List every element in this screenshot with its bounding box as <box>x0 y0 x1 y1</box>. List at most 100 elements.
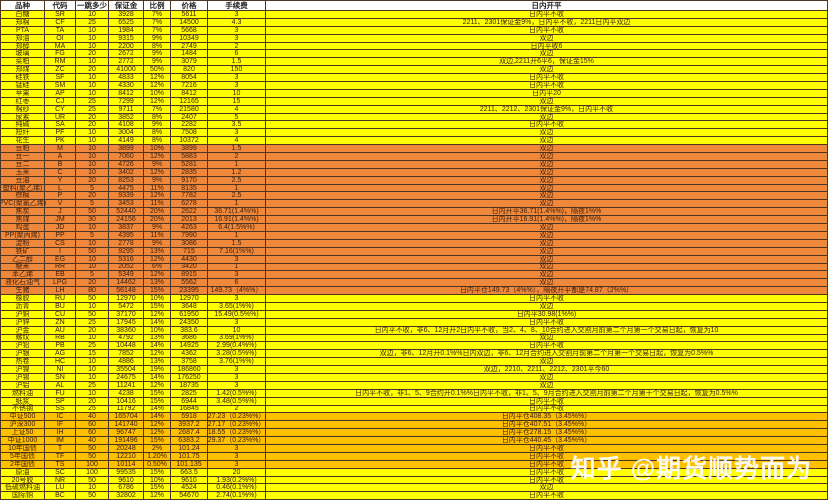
column-header-fee: 手续费 <box>208 1 266 11</box>
cell-code: SP <box>45 397 76 406</box>
cell-margin: 9711 <box>109 105 144 114</box>
cell-tick: 25 <box>76 381 109 390</box>
table-row: 尿素 UR 20 3852 8% 2407 5 双边 <box>1 113 828 122</box>
cell-code: LH <box>45 287 76 296</box>
cell-ratio: 10% <box>144 145 171 154</box>
cell-price: 663.5 <box>171 468 208 477</box>
cell-margin: 41000 <box>109 66 144 75</box>
cell-name: 上证50 <box>1 429 45 438</box>
cell-code: LPG <box>45 279 76 288</box>
cell-code: TS <box>45 460 76 469</box>
cell-note: 日内平仓149.73（4%%），隔夜开平都是74.87（2%%） <box>266 287 828 296</box>
cell-code: PP <box>45 231 76 240</box>
cell-price: 3937.2 <box>171 421 208 430</box>
cell-margin: 4792 <box>109 334 144 343</box>
cell-ratio: 9% <box>144 50 171 59</box>
cell-margin: 9339 <box>109 192 144 201</box>
cell-margin: 6525 <box>109 18 144 27</box>
cell-ratio: 15% <box>144 484 171 493</box>
cell-note: 双边 <box>266 239 828 248</box>
table-row: 沥青 BU 10 5472 15% 3648 3.65(1%%) 双边 <box>1 302 828 311</box>
cell-ratio: 12% <box>144 421 171 430</box>
cell-margin: 4238 <box>109 389 144 398</box>
table-row: 2年国债 TS 100 10114 0.50% 101.135 3 日内平不收 <box>1 460 828 469</box>
cell-margin: 96747 <box>109 429 144 438</box>
cell-tick: 50 <box>76 452 109 461</box>
cell-note: 日内平不收 <box>266 295 828 303</box>
column-header-variety: 品种 <box>1 1 45 11</box>
cell-fee: 150 <box>208 66 266 75</box>
cell-name: 苯乙烯 <box>1 271 45 280</box>
cell-price: 176250 <box>171 373 208 382</box>
cell-margin: 7060 <box>109 153 144 161</box>
cell-ratio: 7% <box>144 105 171 114</box>
cell-code: Y <box>45 176 76 185</box>
cell-price: 3899 <box>171 145 208 154</box>
cell-name: 粳米 <box>1 263 45 272</box>
cell-margin: 12210 <box>109 452 144 461</box>
cell-price: 7216 <box>171 82 208 90</box>
cell-fee: 3 <box>208 295 266 303</box>
table-row: 粳米 RR 10 2052 6% 3420 1 双边 <box>1 263 828 272</box>
cell-tick: 10 <box>76 74 109 83</box>
table-row: 花生 PK 10 4149 8% 10372 4 双边 <box>1 137 828 146</box>
cell-code: SS <box>45 405 76 414</box>
cell-tick: 20 <box>76 50 109 59</box>
cell-tick: 50 <box>76 247 109 256</box>
cell-margin: 17945 <box>109 318 144 327</box>
table-row: 沪锡 SN 10 24675 14% 176250 3 双边 <box>1 373 828 382</box>
column-header-margin: 保证金 <box>109 1 144 11</box>
cell-price: 24350 <box>171 318 208 327</box>
cell-code: J <box>45 208 76 217</box>
cell-note: 双边 <box>266 168 828 177</box>
cell-margin: 99535 <box>109 468 144 477</box>
cell-tick: 10 <box>76 358 109 367</box>
table-row: 低硫燃料油 LU 10 6786 15% 4524 0.46(0.1%%) 双边 <box>1 484 828 493</box>
cell-fee: 3 <box>208 74 266 83</box>
table-row: 豆一 A 10 7060 12% 5883 2 双边 <box>1 153 828 161</box>
cell-tick: 10 <box>76 224 109 232</box>
cell-ratio: 9% <box>144 160 171 169</box>
cell-note: 双边，非6、12月开0.1%%日内双边，非6、12月合约进入交割月前第二个月第一… <box>266 350 828 359</box>
cell-fee: 6.4(1.5%%) <box>208 224 266 232</box>
cell-margin: 5472 <box>109 302 144 311</box>
cell-price: 186860 <box>171 366 208 374</box>
cell-code: PF <box>45 129 76 138</box>
table-row: 棉纱 CY 25 9711 7% 21580 4 2211、2212、2301保证金9%，日内… <box>1 105 828 114</box>
cell-code: TA <box>45 26 76 35</box>
cell-margin: 12970 <box>109 295 144 303</box>
cell-fee: 2.74(0.1%%) <box>208 492 266 500</box>
cell-ratio: 15% <box>144 397 171 406</box>
cell-tick: 10 <box>76 263 109 272</box>
cell-ratio: 13% <box>144 247 171 256</box>
cell-fee: 3.5 <box>208 121 266 130</box>
table-row: 沪铝 AL 25 11241 12% 18735 3 双边 <box>1 381 828 390</box>
cell-tick: 10 <box>76 255 109 264</box>
cell-note: 双边 <box>266 66 828 75</box>
table-row: 上证50 IH 60 96747 12% 2687.4 18.55（0.23%%） 日内平仓2… <box>1 429 828 438</box>
table-row: PP(聚丙烯) PP 5 4395 11% 7990 1 双边 <box>1 231 828 240</box>
column-header-tick: 一跳多少 <box>76 0 109 11</box>
cell-name: 燃料油 <box>1 389 45 398</box>
cell-tick: 20 <box>76 66 109 75</box>
cell-code: TF <box>45 452 76 461</box>
cell-margin: 2052 <box>109 263 144 272</box>
cell-price: 7782 <box>171 192 208 201</box>
cell-ratio: 15% <box>144 437 171 445</box>
table-row: 热卷 HC 10 4886 13% 3758 3.76(1%%) 双边 <box>1 358 828 367</box>
cell-margin: 56148 <box>109 287 144 296</box>
cell-tick: 15 <box>76 350 109 359</box>
cell-code: EG <box>45 255 76 264</box>
cell-name: 豆一 <box>1 153 45 161</box>
table-row: 郑油 OI 10 9315 9% 10349 3 双边 <box>1 34 828 43</box>
cell-price: 4362 <box>171 350 208 359</box>
cell-price: 8135 <box>171 184 208 193</box>
cell-tick: 10 <box>76 129 109 138</box>
cell-fee: 10 <box>208 326 266 335</box>
cell-margin: 191496 <box>109 437 144 445</box>
cell-fee: 3 <box>208 373 266 382</box>
cell-tick: 25 <box>76 318 109 327</box>
cell-ratio: 14% <box>144 373 171 382</box>
table-row: 豆粕 M 10 3899 10% 3899 1.5 双边 <box>1 145 828 154</box>
cell-margin: 3928 <box>109 11 144 19</box>
